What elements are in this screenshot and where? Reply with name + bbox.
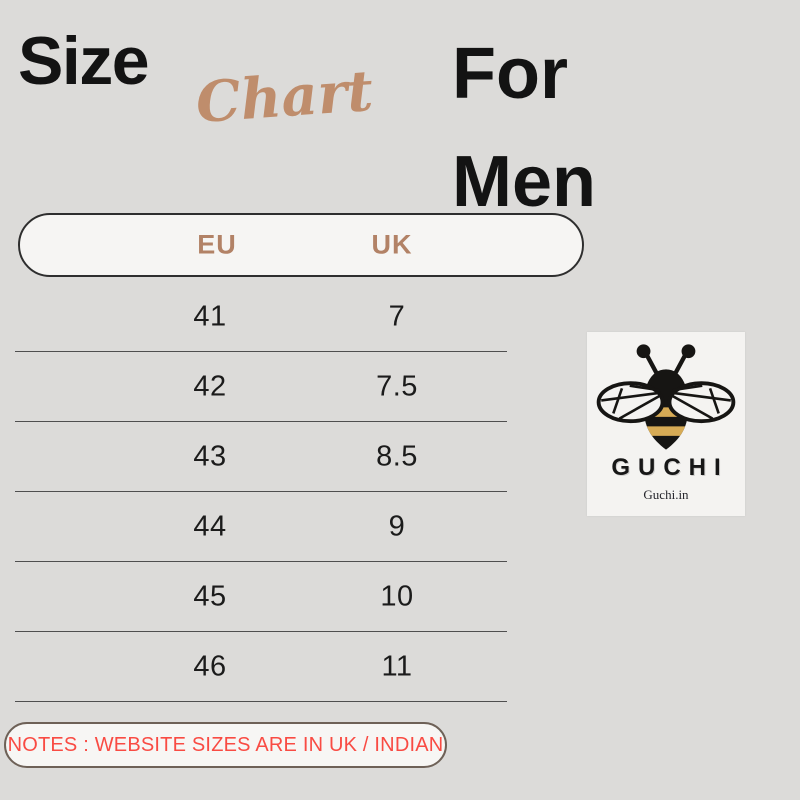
eu-size-value: 41 — [193, 300, 227, 332]
brand-name: GUCHI — [611, 454, 729, 481]
title-for-men: For Men — [452, 20, 596, 236]
column-header-eu: EU — [197, 229, 237, 260]
uk-size-value: 11 — [381, 650, 413, 682]
table-row: 45 10 — [15, 562, 507, 632]
size-table: 41 7 42 7.5 43 8.5 44 9 45 10 46 11 — [15, 282, 507, 702]
table-row: 46 11 — [15, 632, 507, 702]
title-chart-script: Chart — [193, 57, 376, 137]
notes-text: NOTES : WEBSITE SIZES ARE IN UK / INDIAN — [7, 733, 444, 756]
uk-size-value: 9 — [388, 510, 406, 542]
brand-website: Guchi.in — [643, 487, 689, 502]
table-row: 42 7.5 — [15, 352, 507, 422]
eu-size-value: 44 — [193, 510, 227, 542]
table-row: 43 8.5 — [15, 422, 507, 492]
table-row: 41 7 — [15, 282, 507, 352]
title-men-line: Men — [452, 142, 596, 222]
eu-size-value: 46 — [193, 650, 227, 682]
table-row: 44 9 — [15, 492, 507, 562]
uk-size-value: 10 — [380, 580, 414, 612]
table-header-pill: EU UK — [18, 213, 584, 277]
uk-size-value: 8.5 — [376, 440, 418, 472]
eu-size-value: 43 — [193, 440, 227, 472]
eu-size-value: 45 — [193, 580, 227, 612]
eu-size-value: 42 — [193, 370, 227, 402]
title-size: Size — [18, 23, 150, 99]
bee-icon — [596, 344, 736, 450]
notes-banner: NOTES : WEBSITE SIZES ARE IN UK / INDIAN — [4, 722, 447, 768]
uk-size-value: 7 — [388, 300, 406, 332]
title-for-line: For — [452, 34, 568, 114]
column-header-uk: UK — [371, 229, 413, 260]
uk-size-value: 7.5 — [376, 370, 418, 402]
brand-logo-card: GUCHI Guchi.in — [587, 332, 745, 516]
